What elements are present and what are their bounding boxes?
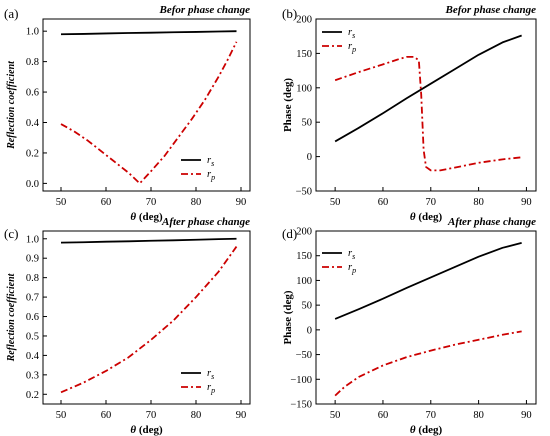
x-tick-label: 80 — [191, 410, 202, 421]
chart-title: After phase change — [161, 216, 250, 228]
x-tick-label: 90 — [521, 410, 532, 421]
x-tick-label: 90 — [521, 197, 532, 208]
y-tick-label: −150 — [290, 400, 312, 411]
chart-title: Befor phase change — [445, 4, 537, 16]
panel-label: (a) — [4, 6, 18, 21]
panel-label: (c) — [4, 226, 18, 241]
panel-label: (d) — [282, 226, 297, 241]
y-tick-label: −100 — [290, 375, 312, 386]
series-line-rs — [60, 30, 237, 36]
y-tick-label: 0.8 — [26, 57, 39, 68]
x-tick-label: 70 — [426, 197, 437, 208]
legend-label-rs: rs — [207, 368, 214, 381]
x-axis-label: θ (deg) — [130, 211, 163, 223]
y-tick-label: 50 — [302, 118, 313, 129]
x-axis-label: θ (deg) — [410, 424, 443, 436]
x-tick-label: 50 — [56, 197, 67, 208]
y-tick-label: 0.2 — [26, 148, 39, 159]
y-tick-label: 1.0 — [26, 27, 39, 38]
x-axis-label: θ (deg) — [130, 424, 163, 436]
plot-frame — [42, 18, 251, 192]
y-tick-label: −50 — [296, 187, 312, 198]
y-tick-label: 200 — [296, 15, 312, 26]
y-tick-label: 0.7 — [26, 293, 39, 304]
x-tick-label: 90 — [236, 197, 247, 208]
legend-label-rp: rp — [348, 262, 356, 275]
x-tick-label: 70 — [426, 410, 437, 421]
chart-panel-a: (a) Befor phase change 50 60 70 80 90 0.0 0.2 0.4… — [4, 4, 251, 223]
y-axis-label: Reflection coefficient — [6, 60, 17, 150]
plot-frame — [315, 18, 537, 192]
x-tick-label: 60 — [101, 197, 112, 208]
y-tick-label: 1.0 — [26, 234, 39, 245]
x-tick-label: 50 — [330, 410, 341, 421]
legend-label-rp: rp — [207, 169, 215, 182]
x-tick-label: 50 — [56, 410, 67, 421]
x-tick-label: 70 — [146, 197, 157, 208]
y-tick-label: −50 — [296, 350, 312, 361]
y-tick-label: 0.4 — [26, 351, 40, 362]
series-line-rp — [60, 41, 238, 185]
series-line-rs — [334, 241, 522, 320]
x-tick-label: 60 — [378, 197, 389, 208]
y-tick-label: 0.3 — [26, 370, 39, 381]
y-tick-label: 0.2 — [26, 390, 39, 401]
series-line-rp — [60, 246, 238, 394]
series-line-rs — [334, 34, 522, 143]
plot-frame — [315, 230, 537, 405]
y-tick-label: 50 — [302, 301, 313, 312]
legend-label-rp: rp — [207, 382, 215, 395]
panel-label: (b) — [282, 6, 297, 21]
x-axis-label: θ (deg) — [410, 211, 443, 223]
chart-panel-d: (d) After phase change 50 60 70 80 90 −150 −100 −… — [282, 216, 537, 436]
chart-panel-b: (b) Befor phase change 50 60 70 80 90 −50 0 50 100… — [282, 4, 537, 223]
series-line-rs — [60, 237, 237, 244]
legend-label-rs: rs — [348, 27, 355, 40]
y-tick-label: 0.6 — [26, 312, 39, 323]
x-tick-label: 80 — [473, 197, 484, 208]
x-tick-label: 80 — [191, 197, 202, 208]
y-tick-label: 0.9 — [26, 254, 39, 265]
y-tick-label: 200 — [296, 227, 312, 238]
y-tick-label: 0 — [307, 325, 312, 336]
plot-frame — [42, 230, 251, 405]
chart-panel-c: (c) After phase change 50 60 70 80 90 0.2 0.3 0.4… — [4, 216, 251, 436]
x-tick-label: 90 — [236, 410, 247, 421]
legend-label-rs: rs — [348, 248, 355, 261]
x-tick-label: 80 — [473, 410, 484, 421]
y-tick-label: 0.8 — [26, 273, 39, 284]
chart-title: Befor phase change — [159, 4, 251, 16]
y-axis-label: Reflection coefficient — [6, 272, 17, 362]
y-tick-label: 150 — [296, 251, 312, 262]
y-tick-label: 100 — [296, 83, 312, 94]
x-tick-label: 50 — [330, 197, 341, 208]
x-tick-label: 60 — [101, 410, 112, 421]
series-line-rp — [334, 330, 522, 397]
x-tick-label: 70 — [146, 410, 157, 421]
y-tick-label: 0.5 — [26, 331, 39, 342]
series-line-rp — [334, 55, 522, 172]
y-tick-label: 150 — [296, 49, 312, 60]
y-tick-label: 100 — [296, 276, 312, 287]
y-tick-label: 0 — [307, 152, 312, 163]
y-tick-label: 0.4 — [26, 118, 40, 129]
y-tick-label: 0.6 — [26, 88, 39, 99]
y-axis-label: Phase (deg) — [282, 78, 294, 132]
legend-label-rp: rp — [348, 41, 356, 54]
x-tick-label: 60 — [378, 410, 389, 421]
y-axis-label: Phase (deg) — [282, 290, 294, 344]
y-tick-label: 0.0 — [26, 179, 39, 190]
legend-label-rs: rs — [207, 155, 214, 168]
chart-title: After phase change — [447, 216, 536, 228]
